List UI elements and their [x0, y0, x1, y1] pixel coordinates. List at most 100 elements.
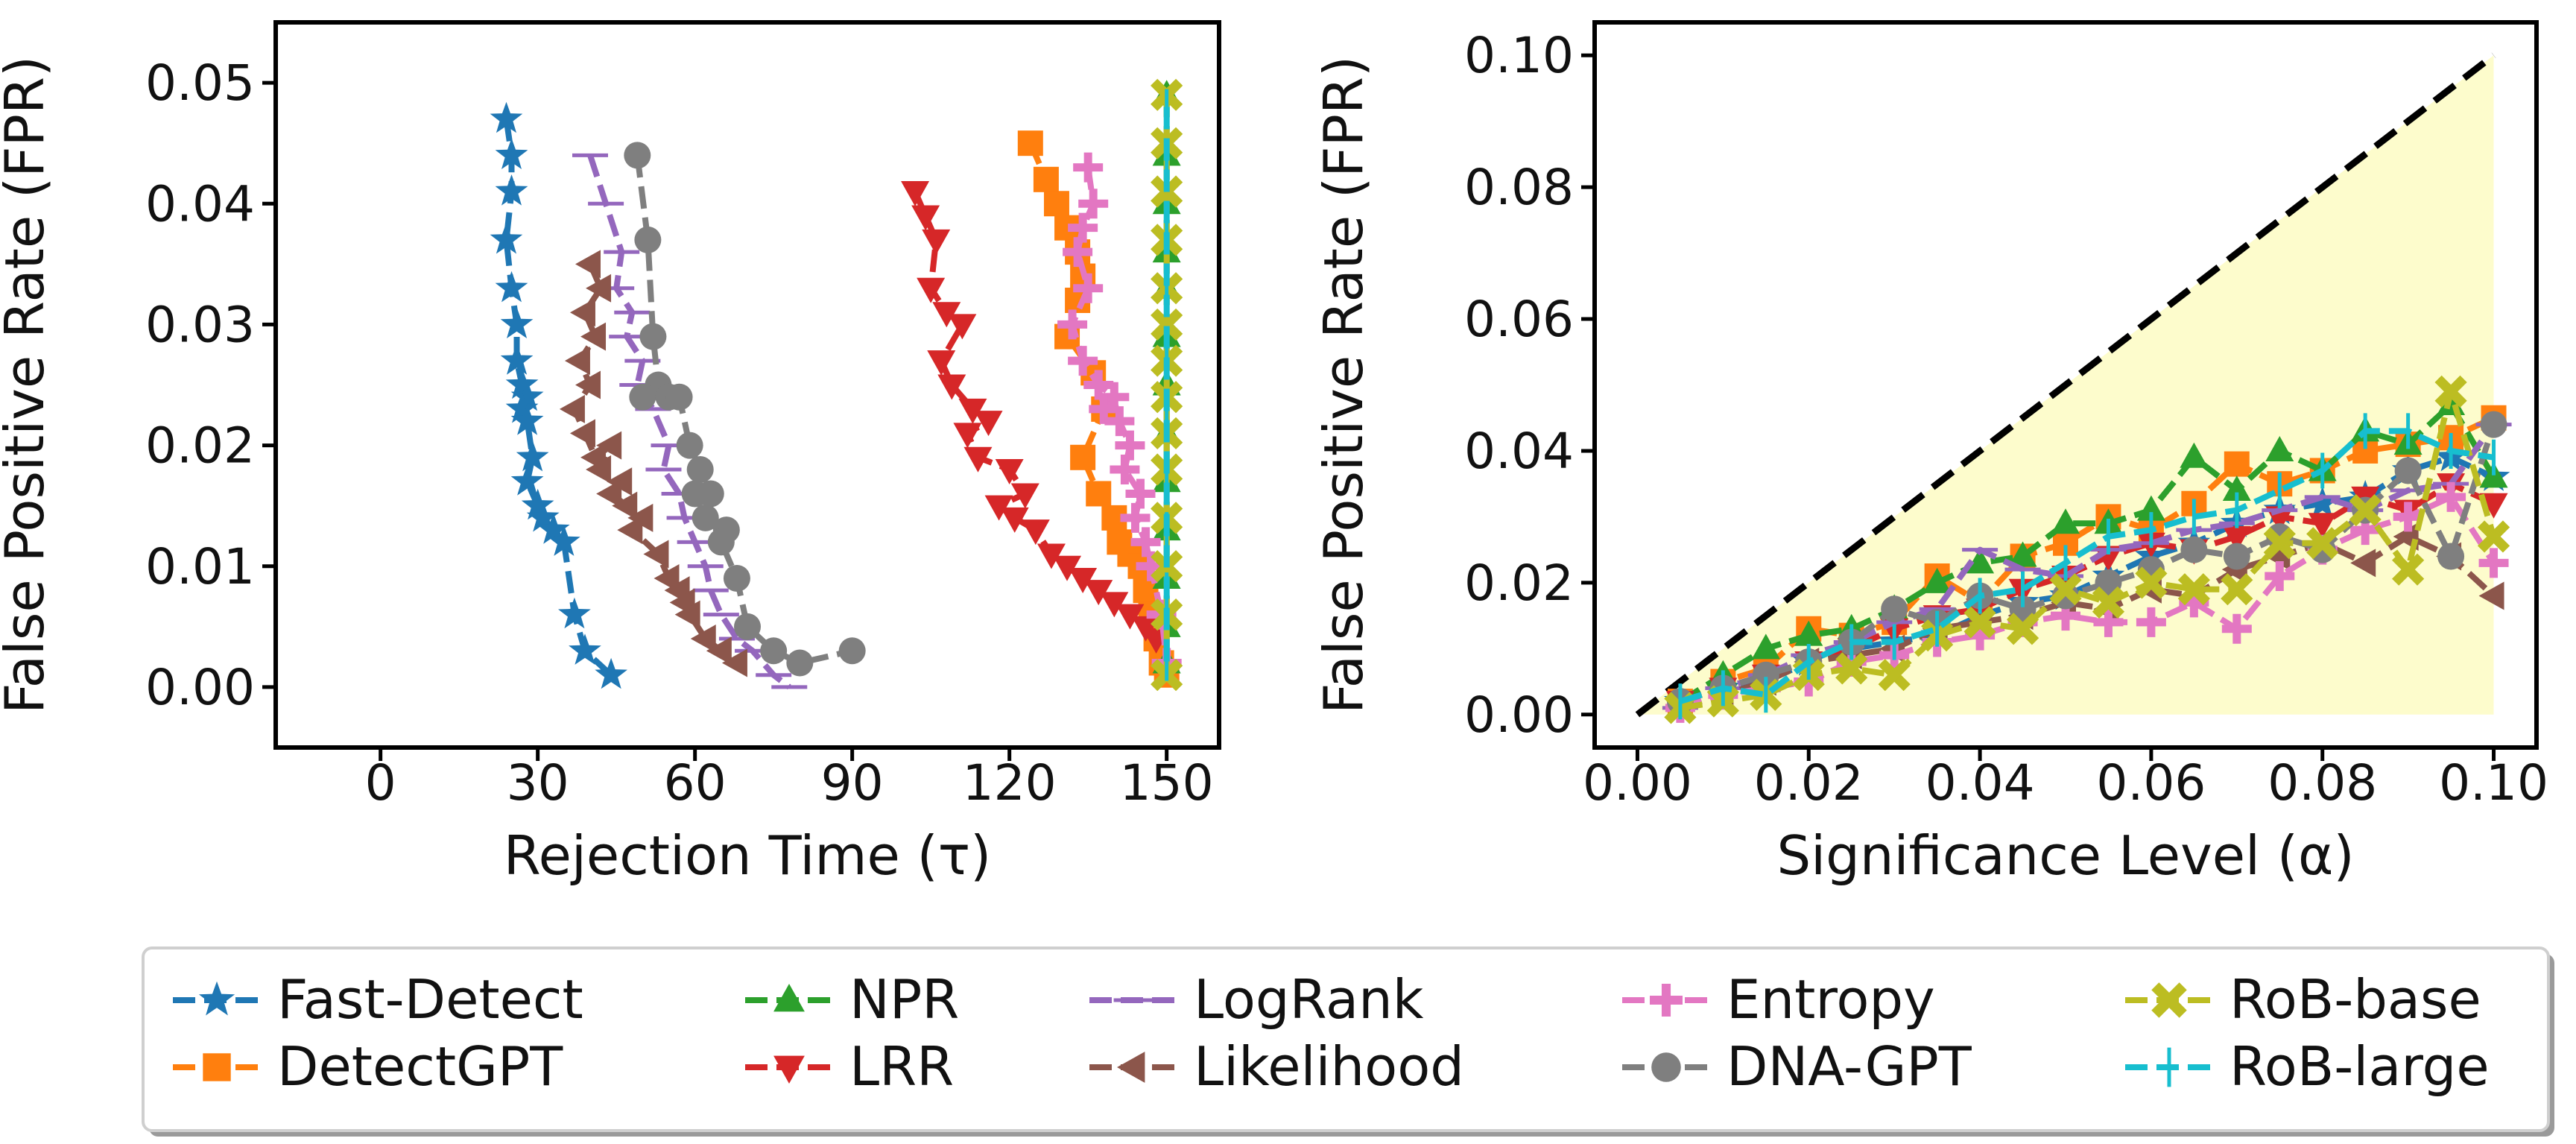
left-point-detectgpt-11: [1086, 481, 1112, 507]
left-xtick-label-3: 90: [821, 754, 884, 812]
right-point-lrr-19: [2479, 493, 2508, 519]
left-point-detectgpt-10: [1070, 444, 1096, 470]
left-ytick-label-5: 0.05: [145, 54, 255, 112]
left-point-entropy-6: [1068, 346, 1098, 376]
right-ytick-label-4: 0.08: [1464, 159, 1574, 216]
left-point-detectgpt-0: [1017, 130, 1043, 157]
right-point-npr-6: [1922, 567, 1952, 593]
left-ytick-label-4: 0.04: [145, 175, 255, 233]
legend-label-rob-base: RoB-base: [2230, 968, 2481, 1031]
left-point-likelihood-9: [596, 431, 622, 460]
right-series-rob-large: [1678, 413, 2496, 720]
legend-entry-rob-large: RoB-large: [2125, 1035, 2490, 1098]
right-point-lrr-13: [2222, 525, 2251, 552]
left-point-lrr-5: [948, 314, 977, 340]
legend-label-dna-gpt: DNA-GPT: [1727, 1035, 1972, 1098]
right-point-rob-base-11: [2135, 566, 2168, 599]
right-point-rob-base-7: [1963, 606, 1996, 639]
right-point-npr-9: [2051, 508, 2080, 534]
left-point-dna-gpt-2: [639, 323, 667, 350]
left-point-lrr-12: [995, 459, 1024, 485]
right-point-dna-gpt-12: [2180, 536, 2208, 563]
right-point-rob-base-4: [1835, 652, 1868, 685]
left-point-lrr-6: [927, 350, 956, 376]
left-point-lrr-22: [1115, 604, 1145, 630]
left-point-entropy-2: [1068, 212, 1098, 243]
left-point-fast-detect-8: [510, 379, 544, 411]
right-point-entropy-14: [2265, 561, 2295, 592]
right-point-rob-base-15: [2306, 527, 2339, 560]
left-point-lrr-8: [958, 398, 987, 424]
right-point-dna-gpt-18: [2437, 543, 2465, 570]
right-point-dna-gpt-19: [2480, 411, 2507, 438]
right-plot-area: [1635, 52, 2512, 724]
left-point-lrr-20: [1084, 580, 1113, 606]
legend-marker-fast-detect: [198, 981, 235, 1016]
left-point-lrr-2: [922, 229, 951, 255]
left-point-likelihood-10: [586, 455, 612, 484]
right-ytick-label-1: 0.02: [1464, 554, 1574, 612]
left-point-likelihood-5: [575, 370, 601, 399]
right-xtick-label-4: 0.08: [2268, 754, 2377, 812]
right-point-rob-base-5: [1878, 659, 1911, 692]
left-point-likelihood-3: [580, 322, 607, 351]
left-xtick-label-0: 0: [365, 754, 396, 812]
right-point-npr-8: [2008, 541, 2037, 567]
left-point-likelihood-4: [564, 347, 590, 376]
right-point-entropy-7: [1965, 620, 1996, 651]
left-point-fast-detect-18: [569, 633, 601, 665]
right-chart-significance-level: 0.00 0.02 0.04 0.06 0.08 0.10 0.00 0.02 0.04 0.06…: [1312, 20, 2548, 887]
left-point-entropy-12: [1110, 455, 1140, 485]
left-point-lrr-15: [1000, 507, 1029, 533]
left-point-fast-detect-6: [500, 344, 534, 375]
right-xtick-label-2: 0.04: [1925, 754, 2035, 812]
right-point-entropy-17: [2393, 502, 2423, 532]
legend-entry-rob-base: RoB-base: [2125, 968, 2481, 1031]
legend-label-rob-large: RoB-large: [2230, 1035, 2490, 1098]
legend-entry-logrank: LogRank: [1089, 968, 1424, 1031]
left-point-dna-gpt-6: [665, 383, 693, 411]
legend-marker-lrr: [773, 1055, 805, 1084]
left-point-likelihood-6: [559, 394, 585, 423]
right-point-entropy-9: [2051, 601, 2080, 631]
left-point-fast-detect-11: [516, 440, 549, 472]
left-point-dna-gpt-17: [786, 649, 814, 677]
right-point-fast-detect-15: [2306, 486, 2339, 518]
left-point-dna-gpt-1: [634, 226, 662, 253]
left-point-entropy-15: [1130, 527, 1161, 557]
right-point-detectgpt-13: [2224, 451, 2250, 477]
left-point-detectgpt-1: [1033, 166, 1059, 192]
left-point-likelihood-21: [690, 625, 716, 654]
left-point-dna-gpt-8: [686, 456, 714, 484]
left-point-lrr-4: [932, 302, 961, 328]
right-point-npr-12: [2180, 442, 2209, 468]
right-point-npr-11: [2136, 495, 2165, 521]
left-point-fast-detect-9: [505, 391, 539, 423]
left-point-lrr-9: [974, 411, 1003, 437]
left-point-likelihood-22: [706, 636, 732, 666]
right-point-entropy-11: [2136, 607, 2166, 637]
left-point-entropy-4: [1073, 273, 1104, 303]
left-point-dna-gpt-7: [676, 432, 703, 459]
right-point-dna-gpt-13: [2223, 543, 2250, 570]
right-point-entropy-10: [2093, 607, 2124, 637]
left-point-dna-gpt-10: [697, 480, 724, 508]
right-point-dna-gpt-17: [2394, 457, 2422, 484]
left-ytick-label-0: 0.00: [145, 659, 255, 716]
left-point-likelihood-23: [721, 648, 747, 677]
legend-marker-entropy: [1650, 984, 1683, 1017]
left-xtick-label-1: 30: [507, 754, 569, 812]
right-ytick-label-0: 0.00: [1464, 686, 1574, 744]
left-point-likelihood-16: [643, 540, 669, 569]
right-point-rob-base-14: [2263, 527, 2296, 560]
left-point-lrr-7: [937, 374, 966, 400]
left-point-fast-detect-13: [521, 488, 554, 520]
right-point-npr-13: [2222, 475, 2251, 502]
left-point-entropy-9: [1089, 394, 1119, 424]
left-ytick-label-2: 0.02: [145, 417, 255, 475]
legend-label-npr: NPR: [849, 968, 959, 1031]
left-point-entropy-1: [1078, 189, 1109, 219]
right-xtick-label-0: 0.00: [1583, 754, 1692, 812]
right-point-entropy-13: [2221, 613, 2252, 644]
legend-entry-lrr: LRR: [745, 1035, 954, 1098]
